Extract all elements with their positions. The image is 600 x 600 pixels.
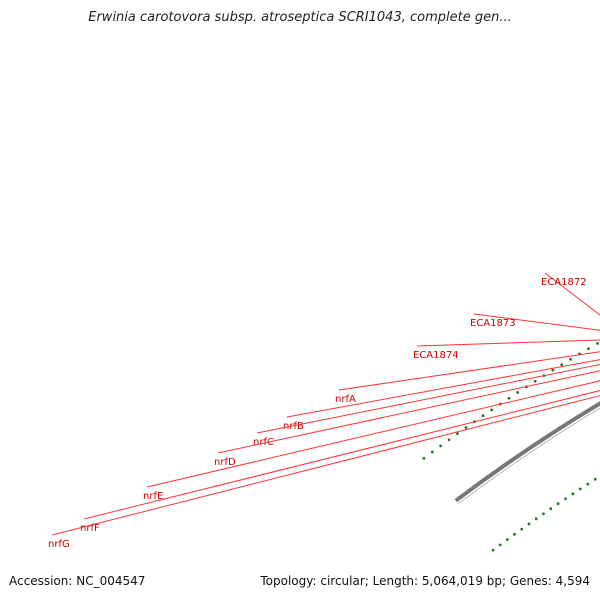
outer-tick-ring bbox=[422, 342, 599, 460]
tick-dot bbox=[534, 517, 538, 521]
tick-dot bbox=[422, 456, 426, 460]
tick-dot bbox=[533, 379, 537, 383]
tick-dot bbox=[520, 527, 524, 531]
tick-dot bbox=[430, 450, 434, 454]
inner-tick-ring bbox=[491, 477, 597, 552]
tick-dot bbox=[513, 532, 516, 536]
tick-dot bbox=[593, 477, 597, 481]
genome-summary: Topology: circular; Length: 5,064,019 bp… bbox=[260, 574, 590, 588]
leader-line bbox=[83, 390, 600, 520]
gene-label: ECA1873 bbox=[470, 318, 516, 329]
gene-label: ECA1872 bbox=[541, 277, 587, 288]
leader-line bbox=[544, 272, 600, 316]
tick-dot bbox=[564, 497, 567, 501]
leader-line bbox=[256, 363, 600, 434]
gene-label: nrfG bbox=[48, 539, 70, 550]
leader-line bbox=[416, 339, 600, 347]
tick-dot bbox=[456, 432, 459, 436]
tick-dot bbox=[587, 347, 590, 351]
tick-dot bbox=[490, 408, 494, 412]
leader-line bbox=[338, 351, 600, 391]
tick-dot bbox=[542, 512, 545, 516]
tick-dot bbox=[498, 543, 502, 547]
tick-dot bbox=[527, 522, 531, 526]
backbone-line bbox=[454, 401, 600, 503]
tick-dot bbox=[560, 363, 564, 367]
gene-label: nrfB bbox=[283, 421, 304, 432]
tick-dot bbox=[556, 502, 560, 506]
gene-label: nrfD bbox=[214, 457, 236, 468]
leader-line bbox=[286, 359, 600, 418]
tick-dot bbox=[491, 548, 495, 552]
leader-line bbox=[51, 395, 600, 536]
leader-line bbox=[146, 380, 600, 488]
gene-label: nrfC bbox=[253, 437, 274, 448]
accession-label: Accession: NC_004547 bbox=[9, 574, 146, 588]
leader-line bbox=[217, 370, 600, 454]
tick-dot bbox=[578, 487, 582, 491]
tick-dot bbox=[507, 396, 511, 400]
tick-dot bbox=[516, 391, 520, 394]
tick-dot bbox=[439, 444, 443, 448]
gene-label: nrfE bbox=[143, 491, 163, 502]
tick-dot bbox=[447, 438, 451, 442]
gene-label: nrfF bbox=[80, 523, 100, 534]
gene-label: ECA1874 bbox=[413, 350, 459, 361]
tick-dot bbox=[571, 492, 575, 496]
tick-dot bbox=[464, 426, 468, 430]
gene-label: nrfA bbox=[335, 394, 356, 405]
backbone-ring bbox=[454, 401, 600, 505]
tick-dot bbox=[551, 368, 555, 372]
leader-line bbox=[473, 313, 600, 331]
tick-dot bbox=[481, 414, 485, 418]
gene-label-group: ECA1872 ECA1873 ECA1874 nrfA nrfB nrfC nrfD nrf… bbox=[48, 272, 600, 550]
tick-dot bbox=[569, 357, 572, 361]
tick-dot bbox=[505, 538, 509, 541]
backbone-highlight bbox=[457, 407, 600, 505]
tick-dot bbox=[586, 482, 590, 486]
tick-dot bbox=[596, 342, 599, 345]
tick-dot bbox=[549, 507, 553, 511]
map-title: Erwinia carotovora subsp. atroseptica SC… bbox=[88, 10, 512, 25]
